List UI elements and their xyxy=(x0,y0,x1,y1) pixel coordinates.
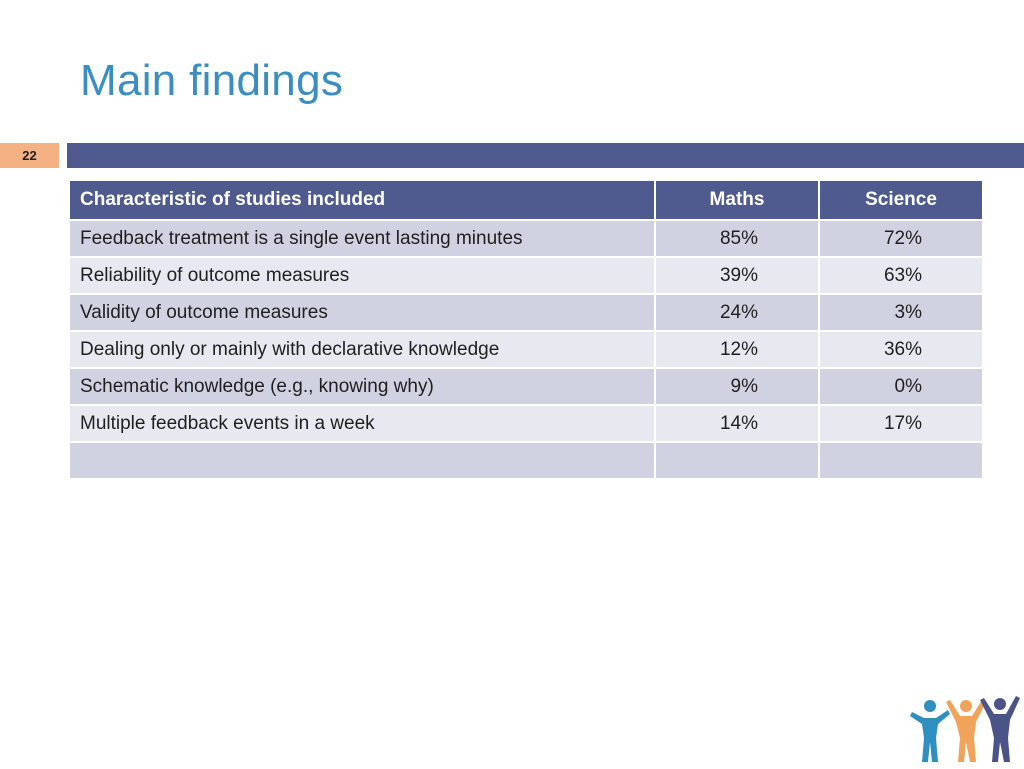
table-row: Validity of outcome measures 24% 3% xyxy=(68,293,984,332)
people-group-icon xyxy=(908,694,1020,764)
row-label: Multiple feedback events in a week xyxy=(68,404,656,443)
science-value: 36% xyxy=(818,330,984,369)
table-row-empty xyxy=(68,441,984,480)
maths-value: 24% xyxy=(654,293,820,332)
science-value: 0% xyxy=(818,367,984,406)
maths-value: 9% xyxy=(654,367,820,406)
page-number-badge: 22 xyxy=(0,143,59,168)
science-value: 17% xyxy=(818,404,984,443)
column-header-maths: Maths xyxy=(654,179,820,221)
person-blue-icon xyxy=(910,700,950,762)
science-value xyxy=(818,441,984,480)
row-label: Reliability of outcome measures xyxy=(68,256,656,295)
table-row: Dealing only or mainly with declarative … xyxy=(68,330,984,369)
science-value: 63% xyxy=(818,256,984,295)
row-label: Dealing only or mainly with declarative … xyxy=(68,330,656,369)
slide-title: Main findings xyxy=(80,56,344,105)
findings-table: Characteristic of studies included Maths… xyxy=(68,179,984,480)
table-header-row: Characteristic of studies included Maths… xyxy=(68,179,984,221)
row-label: Schematic knowledge (e.g., knowing why) xyxy=(68,367,656,406)
maths-value: 14% xyxy=(654,404,820,443)
column-header-science: Science xyxy=(818,179,984,221)
maths-value: 12% xyxy=(654,330,820,369)
table-row: Schematic knowledge (e.g., knowing why) … xyxy=(68,367,984,406)
row-label xyxy=(68,441,656,480)
science-value: 72% xyxy=(818,219,984,258)
person-orange-icon xyxy=(946,700,986,762)
row-label: Validity of outcome measures xyxy=(68,293,656,332)
maths-value xyxy=(654,441,820,480)
table-row: Reliability of outcome measures 39% 63% xyxy=(68,256,984,295)
person-navy-icon xyxy=(980,696,1020,762)
maths-value: 85% xyxy=(654,219,820,258)
table-row: Feedback treatment is a single event las… xyxy=(68,219,984,258)
maths-value: 39% xyxy=(654,256,820,295)
header-band xyxy=(67,143,1024,168)
row-label: Feedback treatment is a single event las… xyxy=(68,219,656,258)
column-header-characteristic: Characteristic of studies included xyxy=(68,179,656,221)
table-row: Multiple feedback events in a week 14% 1… xyxy=(68,404,984,443)
science-value: 3% xyxy=(818,293,984,332)
